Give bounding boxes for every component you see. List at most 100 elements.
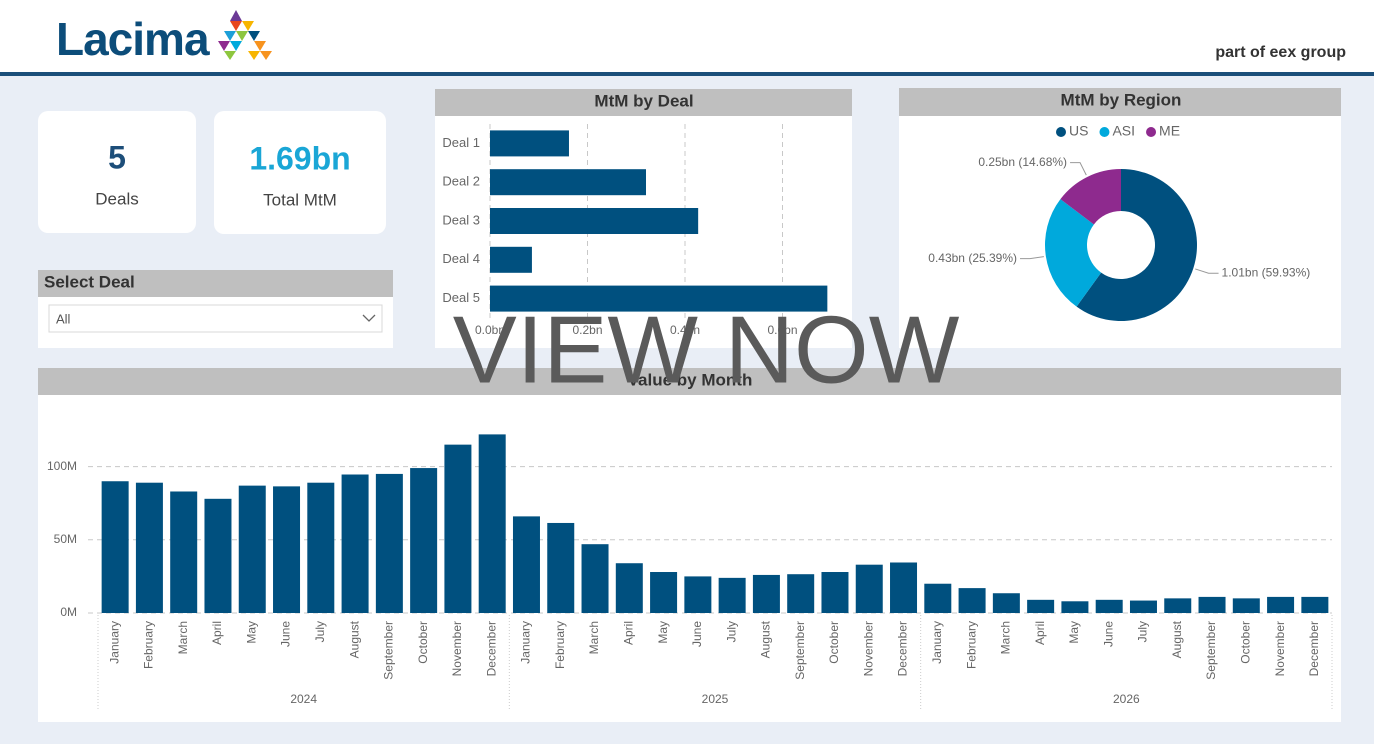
data-label: 0.43bn (25.39%) (928, 251, 1017, 265)
watermark[interactable]: VIEW NOW (453, 296, 960, 403)
x-tick-label: June (1101, 621, 1115, 647)
leader-line (1020, 256, 1044, 260)
y-tick-label: Deal 2 (442, 174, 480, 189)
x-tick-label: January (930, 621, 944, 664)
bar (490, 130, 569, 157)
bar (547, 522, 575, 613)
bar (752, 574, 780, 613)
x-tick-label: 0.4bn (670, 323, 700, 337)
x-tick-label: January (519, 621, 533, 664)
bar (490, 208, 699, 234)
legend-label: ME (1159, 123, 1180, 139)
bar (478, 434, 506, 613)
x-tick-label: April (1033, 621, 1047, 645)
y-tick-label: Deal 4 (442, 251, 480, 266)
x-tick-label: July (724, 621, 738, 642)
panel (38, 368, 1341, 722)
dropdown-chevron[interactable] (362, 314, 376, 322)
x-tick-label: July (1136, 621, 1150, 642)
legend-swatch (1099, 127, 1110, 137)
x-tick-label: 0.0bn (475, 323, 505, 337)
y-tick-label: 100M (47, 459, 77, 473)
x-tick-label: August (1170, 620, 1184, 658)
bar (490, 169, 646, 196)
x-tick-label: April (621, 621, 635, 645)
bar (204, 498, 232, 613)
y-tick-label: 0M (60, 605, 77, 619)
dropdown[interactable] (48, 304, 383, 333)
bar (615, 563, 643, 613)
logo-mark (218, 10, 272, 60)
legend-swatch (1056, 127, 1066, 137)
bar (581, 544, 609, 613)
leader-line (1195, 268, 1219, 274)
bar (1129, 600, 1157, 613)
charts: MtM by Deal 0.0bn 0.2bn 0.4bn 0.6bn Deal 1 Dea… (47, 90, 1333, 709)
x-tick-label: October (827, 621, 841, 664)
x-group-label: 2024 (290, 692, 317, 706)
panel-header (899, 88, 1341, 116)
bar (1232, 598, 1260, 613)
bar (924, 583, 952, 613)
data-label: 1.01bn (59.93%) (1222, 265, 1311, 279)
bar (1027, 599, 1055, 613)
x-tick-label: August (347, 620, 361, 658)
kpi-card (38, 111, 196, 233)
x-tick-label: 0.6bn (767, 323, 797, 337)
bar (1301, 596, 1329, 613)
kpi-value: 5 (108, 139, 126, 175)
legend-label: ASI (1112, 123, 1135, 139)
slicer-header (38, 270, 393, 297)
bar (170, 491, 198, 613)
x-tick-label: March (587, 621, 601, 654)
data-label: 0.25bn (14.68%) (978, 155, 1067, 169)
y-tick-label: Deal 3 (442, 212, 480, 227)
bar (307, 482, 335, 613)
chart-title: Value by Month (628, 370, 753, 389)
bar (787, 574, 815, 613)
x-tick-label: May (1067, 621, 1081, 644)
bar (341, 474, 369, 613)
legend-label: US (1069, 123, 1088, 139)
bar (650, 572, 678, 613)
bar (1164, 598, 1192, 613)
x-group-label: 2025 (702, 692, 729, 706)
bar (1095, 599, 1123, 613)
y-tick-label: Deal 1 (442, 135, 480, 150)
x-tick-label: February (964, 621, 978, 669)
bar (101, 481, 129, 613)
dropdown-value[interactable]: All (56, 311, 71, 326)
x-tick-label: October (416, 621, 430, 664)
panel-header (38, 368, 1341, 395)
x-tick-label: February (553, 621, 567, 669)
x-tick-label: 0.2bn (572, 323, 602, 337)
bar (718, 577, 746, 613)
x-tick-label: June (279, 621, 293, 647)
bar (1267, 596, 1295, 613)
kpi-value: 1.69bn (249, 140, 350, 176)
header-rule (0, 72, 1374, 76)
donut-slice (1045, 199, 1102, 307)
kpi-label: Deals (95, 189, 138, 208)
bar (958, 588, 986, 613)
x-tick-label: October (1238, 621, 1252, 664)
x-tick-label: September (793, 621, 807, 680)
x-tick-label: September (382, 621, 396, 680)
bar (1061, 601, 1089, 613)
y-tick-label: Deal 5 (442, 290, 480, 305)
x-tick-label: March (176, 621, 190, 654)
x-tick-label: December (896, 621, 910, 676)
bar (890, 562, 918, 613)
kpi-card (214, 111, 386, 234)
y-tick-label: 50M (54, 532, 77, 546)
x-tick-label: December (1307, 621, 1321, 676)
x-tick-label: February (142, 621, 156, 669)
leader-line (1070, 162, 1087, 176)
bar (1198, 596, 1226, 613)
bar (992, 593, 1020, 613)
x-tick-label: July (313, 621, 327, 642)
x-tick-label: November (861, 621, 875, 676)
x-tick-label: September (1204, 621, 1218, 680)
bar (410, 468, 438, 613)
